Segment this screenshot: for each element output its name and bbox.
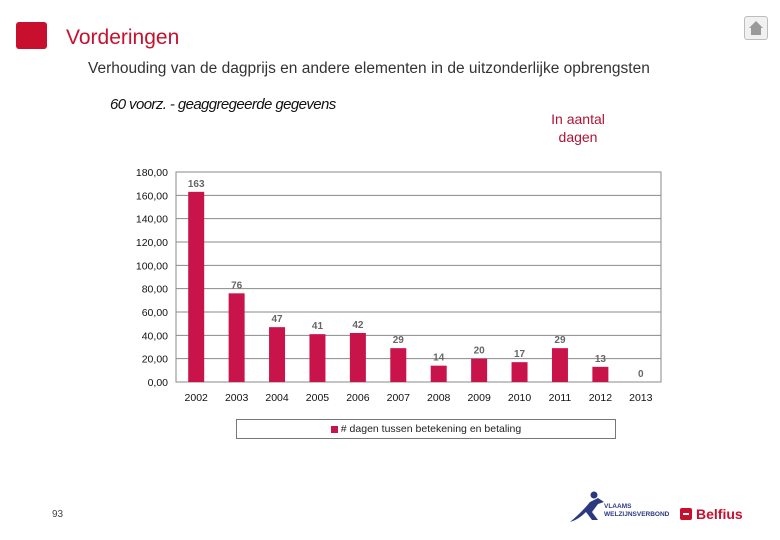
x-tick-label: 2003 (225, 392, 249, 404)
bar (551, 348, 568, 382)
y-tick-label: 100,00 (136, 260, 168, 272)
chart-bars (188, 191, 609, 382)
bar (471, 358, 488, 382)
x-tick-label: 2002 (185, 392, 209, 404)
y-tick-label: 140,00 (136, 214, 168, 226)
x-tick-label: 2011 (549, 392, 572, 404)
page-title: Vorderingen (66, 26, 180, 49)
vvsg-logo-text: VLAAMS WELZIJNSVERBOND (604, 503, 669, 519)
vvsg-line-1: VLAAMS (604, 503, 632, 510)
x-axis-ticks: 2002 2003 2004 2005 2006 2007 2008 2009 2010 2011… (185, 392, 653, 404)
bar (390, 348, 407, 382)
x-tick-label: 2013 (629, 392, 653, 404)
y-tick-label: 80,00 (142, 284, 168, 296)
x-tick-label: 2010 (508, 392, 532, 404)
bar-value-label: 76 (231, 280, 243, 291)
y-tick-label: 60,00 (142, 307, 168, 319)
x-tick-label: 2004 (265, 392, 289, 404)
bar (349, 333, 366, 382)
chart-note: 60 voorz. - geaggregeerde gegevens (110, 96, 336, 113)
unit-line-2: dagen (558, 129, 598, 145)
x-tick-label: 2005 (306, 392, 330, 404)
home-icon (749, 21, 763, 35)
bar (228, 293, 245, 382)
belfius-logo: Belfius (680, 506, 743, 522)
bar (592, 366, 609, 382)
plot-area (175, 171, 662, 383)
bar-value-label: 20 (474, 346, 486, 357)
x-tick-label: 2009 (467, 392, 491, 404)
bar-value-label: 14 (433, 353, 445, 364)
y-axis-ticks: 0,00 20,00 40,00 60,00 80,00 100,00 120,00 140,… (136, 167, 168, 389)
bar-value-label: 42 (352, 320, 364, 331)
y-tick-label: 120,00 (136, 237, 168, 249)
x-tick-label: 2012 (589, 392, 613, 404)
bar-value-label: 163 (188, 179, 205, 190)
title-accent-block (16, 22, 47, 49)
unit-line-1: In aantal (551, 111, 605, 127)
bar-value-label: 17 (514, 349, 526, 360)
y-tick-label: 20,00 (142, 354, 168, 366)
legend-label: # dagen tussen betekening en betaling (340, 423, 522, 435)
bar-value-label: 13 (595, 354, 607, 365)
x-tick-label: 2006 (346, 392, 370, 404)
home-button[interactable] (744, 16, 768, 40)
legend-swatch (330, 425, 338, 433)
bar-value-label: 29 (554, 335, 566, 346)
bar-value-label: 0 (638, 369, 644, 380)
y-tick-label: 180,00 (136, 167, 168, 179)
bar (309, 334, 326, 382)
bar-value-label: 29 (393, 335, 405, 346)
data-labels: 163 76 47 41 42 29 14 20 17 29 13 0 (188, 179, 644, 380)
chart-legend: # dagen tussen betekening en betaling (236, 419, 616, 439)
bar (430, 365, 447, 382)
y-tick-label: 40,00 (142, 330, 168, 342)
belfius-mark-icon (680, 508, 692, 520)
belfius-logo-text: Belfius (696, 506, 743, 522)
bar (269, 327, 286, 382)
y-tick-label: 0,00 (148, 377, 169, 389)
unit-label: In aantal dagen (540, 110, 616, 146)
bar-value-label: 41 (312, 321, 324, 332)
vvsg-logo-icon (570, 491, 604, 522)
bar (188, 191, 205, 382)
vvsg-line-2: WELZIJNSVERBOND (604, 511, 670, 518)
page-number: 93 (52, 509, 64, 520)
chart-grid (175, 171, 662, 383)
y-tick-label: 160,00 (136, 190, 168, 202)
bar (511, 362, 528, 382)
x-tick-label: 2007 (387, 392, 411, 404)
page-subtitle: Verhouding van de dagprijs en andere ele… (88, 60, 650, 77)
x-tick-label: 2008 (427, 392, 451, 404)
bar-value-label: 47 (271, 314, 283, 325)
